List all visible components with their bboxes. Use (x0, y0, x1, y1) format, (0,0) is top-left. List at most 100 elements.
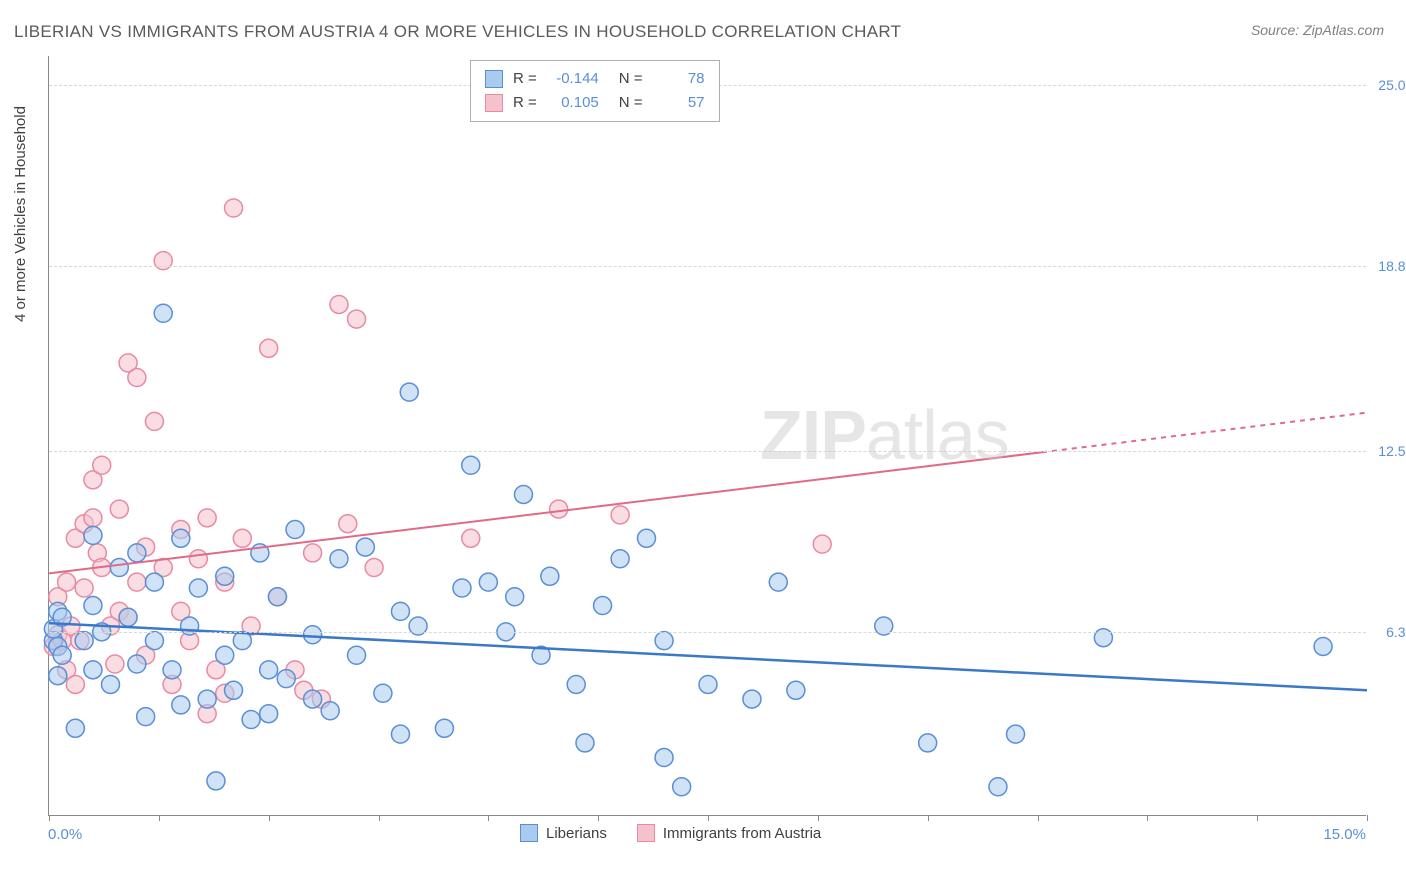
scatter-point (576, 734, 594, 752)
scatter-point (919, 734, 937, 752)
scatter-point (330, 295, 348, 313)
scatter-point (673, 778, 691, 796)
y-axis-title: 4 or more Vehicles in Household (12, 106, 29, 322)
scatter-point (611, 506, 629, 524)
scatter-point (348, 310, 366, 328)
scatter-point (462, 456, 480, 474)
scatter-point (84, 509, 102, 527)
scatter-point (128, 544, 146, 562)
scatter-point (154, 304, 172, 322)
scatter-point (93, 456, 111, 474)
scatter-point (550, 500, 568, 518)
n-label-1: N = (619, 67, 643, 91)
x-tick (159, 815, 160, 821)
scatter-point (53, 646, 71, 664)
y-tick-label: 6.3% (1386, 624, 1406, 640)
scatter-point (699, 675, 717, 693)
scatter-point (225, 681, 243, 699)
scatter-point (172, 529, 190, 547)
scatter-point (330, 550, 348, 568)
scatter-point (655, 632, 673, 650)
bottom-legend-item-1: Liberians (520, 824, 607, 842)
bottom-swatch-2 (637, 824, 655, 842)
scatter-point (110, 559, 128, 577)
scatter-point (462, 529, 480, 547)
x-tick (818, 815, 819, 821)
x-axis-max-label: 15.0% (1323, 826, 1366, 843)
scatter-point (1007, 725, 1025, 743)
y-tick-label: 12.5% (1378, 443, 1406, 459)
scatter-point (66, 675, 84, 693)
x-tick (379, 815, 380, 821)
scatter-point (260, 705, 278, 723)
scatter-point (75, 579, 93, 597)
scatter-point (233, 529, 251, 547)
scatter-point (743, 690, 761, 708)
scatter-point (594, 597, 612, 615)
plot-area: 6.3%12.5%18.8%25.0% (48, 56, 1366, 816)
source-attribution: Source: ZipAtlas.com (1251, 22, 1384, 38)
scatter-point (119, 608, 137, 626)
scatter-point (541, 567, 559, 585)
scatter-point (374, 684, 392, 702)
scatter-point (189, 579, 207, 597)
x-tick (1257, 815, 1258, 821)
n-value-2: 57 (653, 91, 705, 115)
scatter-point (567, 675, 585, 693)
gridline (49, 451, 1366, 452)
scatter-point (58, 573, 76, 591)
scatter-point (400, 383, 418, 401)
scatter-point (277, 670, 295, 688)
scatter-point (989, 778, 1007, 796)
scatter-point (216, 567, 234, 585)
r-value-1: -0.144 (547, 67, 599, 91)
trendline-dashed (1042, 413, 1367, 453)
y-tick-label: 18.8% (1378, 258, 1406, 274)
legend-swatch-1 (485, 70, 503, 88)
scatter-point (339, 515, 357, 533)
scatter-point (49, 667, 67, 685)
scatter-point (769, 573, 787, 591)
scatter-point (110, 500, 128, 518)
scatter-point (84, 526, 102, 544)
scatter-point (479, 573, 497, 591)
legend-swatch-2 (485, 94, 503, 112)
scatter-point (172, 696, 190, 714)
scatter-point (304, 626, 322, 644)
scatter-point (304, 544, 322, 562)
correlation-legend: R = -0.144 N = 78 R = 0.105 N = 57 (470, 60, 720, 122)
scatter-point (391, 725, 409, 743)
chart-title: LIBERIAN VS IMMIGRANTS FROM AUSTRIA 4 OR… (14, 22, 901, 42)
gridline (49, 632, 1366, 633)
x-tick (49, 815, 50, 821)
scatter-point (84, 661, 102, 679)
scatter-point (514, 485, 532, 503)
scatter-point (189, 550, 207, 568)
scatter-point (128, 655, 146, 673)
scatter-point (365, 559, 383, 577)
bottom-swatch-1 (520, 824, 538, 842)
scatter-point (1314, 637, 1332, 655)
scatter-point (198, 690, 216, 708)
scatter-point (435, 719, 453, 737)
scatter-point (655, 749, 673, 767)
scatter-point (611, 550, 629, 568)
scatter-point (348, 646, 366, 664)
x-tick (488, 815, 489, 821)
scatter-point (286, 521, 304, 539)
scatter-point (637, 529, 655, 547)
scatter-point (268, 588, 286, 606)
scatter-point (260, 661, 278, 679)
scatter-point (137, 708, 155, 726)
scatter-point (75, 632, 93, 650)
scatter-point (216, 646, 234, 664)
correlation-legend-row-1: R = -0.144 N = 78 (485, 67, 705, 91)
scatter-point (145, 573, 163, 591)
scatter-point (106, 655, 124, 673)
x-tick (928, 815, 929, 821)
correlation-legend-row-2: R = 0.105 N = 57 (485, 91, 705, 115)
scatter-point (128, 369, 146, 387)
scatter-point (198, 509, 216, 527)
scatter-point (102, 675, 120, 693)
x-tick (1367, 815, 1368, 821)
